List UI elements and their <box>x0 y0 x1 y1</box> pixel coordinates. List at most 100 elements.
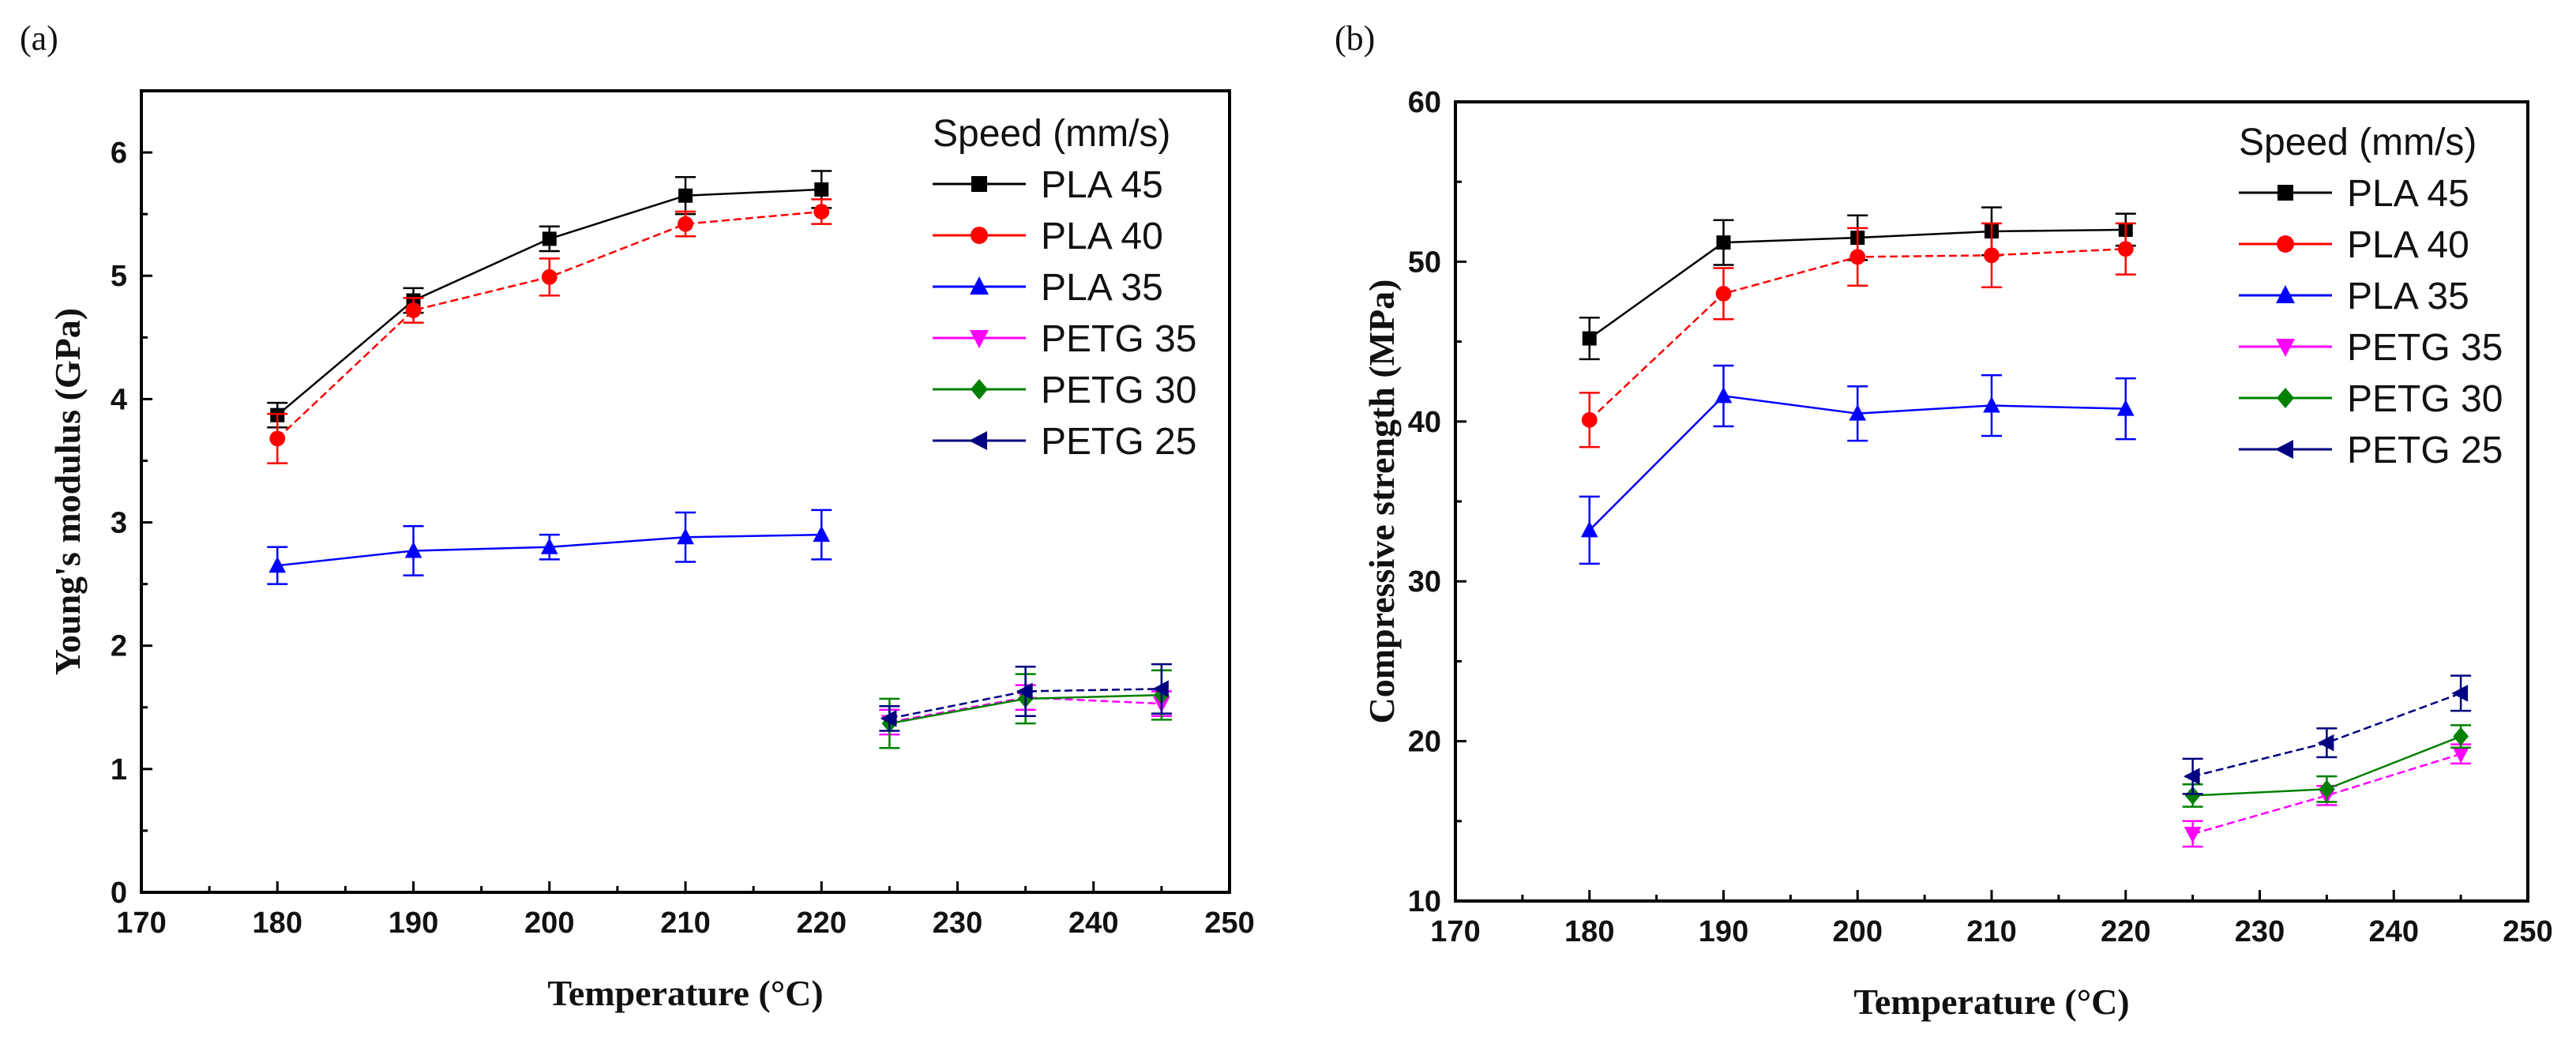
marker-triangle-left <box>2317 734 2334 752</box>
marker-square <box>814 182 829 197</box>
marker-square <box>678 188 693 203</box>
marker-triangle-up <box>268 556 287 573</box>
x-tick-label: 210 <box>1966 915 2016 948</box>
x-tick-label: 180 <box>1564 915 1614 948</box>
x-tick-label: 190 <box>389 907 438 940</box>
marker-triangle-up <box>677 528 694 545</box>
series-pla-35 <box>1579 364 2136 565</box>
x-tick-label: 240 <box>1068 907 1118 940</box>
marker-square <box>542 231 557 246</box>
series-line <box>889 688 1162 720</box>
legend-entry: PETG 35 <box>2347 327 2503 369</box>
y-tick-label: 3 <box>111 507 127 540</box>
marker-triangle-down <box>2276 339 2295 357</box>
x-tick-label: 190 <box>1699 915 1748 948</box>
y-tick-label: 2 <box>111 630 127 663</box>
y-tick-label: 5 <box>111 260 127 293</box>
legend-entry: PETG 30 <box>1041 370 1196 411</box>
series-pla-40 <box>267 198 832 464</box>
marker-triangle-left <box>2275 440 2293 459</box>
legend-title: Speed (mm/s) <box>2239 122 2476 163</box>
chart-panel-b: (b) 170 180 190 200 210 220 230 240 250 10 20 30 40 50… <box>1335 19 2553 1022</box>
series-line <box>889 696 1162 723</box>
marker-triangle-up <box>970 276 989 295</box>
y-tick-label: 50 <box>1408 246 1441 279</box>
marker-triangle-up <box>1580 520 1598 538</box>
panel-label: (a) <box>20 19 58 58</box>
marker-triangle-left <box>1016 682 1033 700</box>
marker-triangle-up <box>404 541 422 558</box>
legend-entry: PLA 45 <box>1041 164 1163 206</box>
legend-entry: PETG 30 <box>2347 378 2503 420</box>
x-tick-label: 240 <box>2369 915 2419 948</box>
y-axis-label: Compressive strength (MPa) <box>1361 280 1402 724</box>
marker-triangle-down <box>2452 746 2469 764</box>
marker-square <box>971 176 987 192</box>
x-axis-label: Temperature (°C) <box>547 973 823 1013</box>
marker-circle <box>1849 249 1866 265</box>
y-tick-label: 0 <box>111 877 127 910</box>
x-tick-label: 220 <box>2101 915 2150 948</box>
marker-triangle-down <box>970 330 989 348</box>
y-tick-label: 20 <box>1408 726 1441 759</box>
series-petg-25 <box>879 663 1172 732</box>
y-tick-label: 10 <box>1408 885 1441 918</box>
marker-square <box>2277 185 2293 201</box>
marker-triangle-up <box>813 525 831 543</box>
legend-entry: PLA 35 <box>1041 267 1163 309</box>
marker-triangle-up <box>1714 386 1733 404</box>
legend-entry: PLA 40 <box>1041 216 1163 257</box>
marker-circle <box>269 430 286 447</box>
marker-circle <box>2117 241 2134 257</box>
chart-panel-a: (a) 170 180 190 200 210 220 230 240 250 0 1 2 3 4 5 6 Tem… <box>20 19 1255 1013</box>
x-tick-label: 220 <box>797 907 847 940</box>
x-tick-label: 200 <box>1833 915 1883 948</box>
marker-square <box>1716 235 1731 250</box>
legend: Speed (mm/s) PLA 45 PLA 40 PLA 35 PETG 35 PET… <box>2239 122 2503 471</box>
x-tick-label: 180 <box>253 907 302 940</box>
x-tick-label: 250 <box>2503 915 2552 948</box>
x-tick-label: 230 <box>2235 915 2285 948</box>
y-tick-label: 30 <box>1408 565 1441 599</box>
x-tick-label: 210 <box>660 907 710 940</box>
series-pla-40 <box>1579 222 2136 449</box>
legend-entry: PLA 45 <box>2347 173 2469 215</box>
marker-triangle-up <box>1849 404 1867 421</box>
series-line <box>276 188 822 416</box>
y-tick-label: 40 <box>1408 406 1441 439</box>
x-tick-label: 250 <box>1204 907 1254 940</box>
x-axis-label: Temperature (°C) <box>1853 982 2129 1022</box>
marker-triangle-up <box>1983 396 2000 413</box>
legend-entry: PETG 35 <box>1041 318 1196 360</box>
marker-triangle-up <box>540 538 558 554</box>
marker-circle <box>1715 285 1732 302</box>
marker-diamond <box>971 379 988 400</box>
marker-triangle-left <box>2183 768 2200 785</box>
legend-entry: PLA 35 <box>2347 276 2469 317</box>
marker-diamond <box>2277 388 2294 408</box>
legend-entry: PETG 25 <box>1041 421 1196 463</box>
legend: Speed (mm/s) PLA 45 PLA 40 PLA 35 PETG 35 PET… <box>933 113 1196 463</box>
marker-circle <box>2277 235 2294 253</box>
x-tick-label: 170 <box>1430 915 1480 948</box>
legend-entry: PETG 25 <box>2347 430 2503 471</box>
marker-triangle-left <box>2451 685 2469 702</box>
legend-title: Speed (mm/s) <box>933 113 1170 155</box>
marker-triangle-left <box>880 710 897 727</box>
marker-circle <box>405 302 422 318</box>
legend-entry: PLA 40 <box>2347 224 2469 266</box>
x-tick-label: 200 <box>524 907 574 940</box>
marker-circle <box>971 227 988 244</box>
series-pla-45 <box>267 170 832 429</box>
marker-diamond <box>2184 786 2201 805</box>
marker-triangle-up <box>2116 399 2135 416</box>
marker-triangle-up <box>2276 285 2295 303</box>
series-pla-35 <box>267 509 832 585</box>
marker-circle <box>678 216 693 232</box>
marker-diamond <box>2453 726 2469 746</box>
y-tick-label: 6 <box>111 137 127 170</box>
marker-circle <box>1581 411 1598 428</box>
marker-diamond <box>2319 779 2335 799</box>
marker-square <box>1582 331 1597 346</box>
